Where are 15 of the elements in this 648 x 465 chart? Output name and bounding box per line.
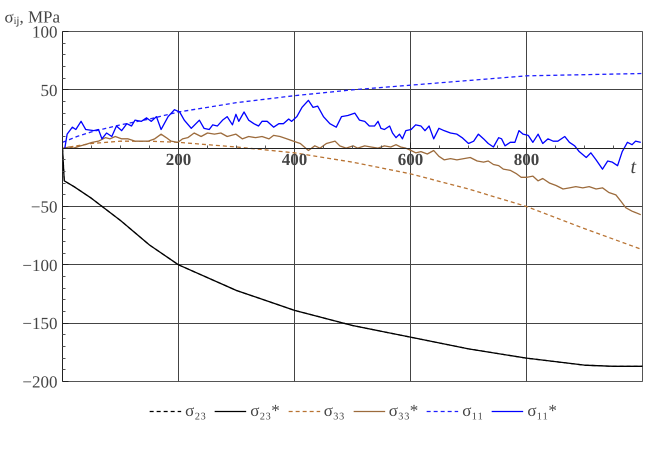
legend-label: σ₂₃ [185,401,206,421]
y-tick-label: −50 [30,198,58,216]
line-series [62,72,642,143]
legend-label: σ₃₃ [324,401,345,421]
y-tick-label: −150 [22,314,58,334]
y-tick-label: −100 [22,256,58,275]
legend-label: σ₂₃* [250,401,280,421]
legend-label: σ₁₁* [527,401,557,421]
x-axis-title: t [630,156,636,178]
y-tick-label: −200 [22,372,58,392]
legend-label: σ₁₁ [462,401,484,421]
line-series [64,132,642,216]
legend-label: σ₃₃* [388,401,418,421]
line-series [62,140,642,250]
y-tick-label: 50 [40,80,58,100]
